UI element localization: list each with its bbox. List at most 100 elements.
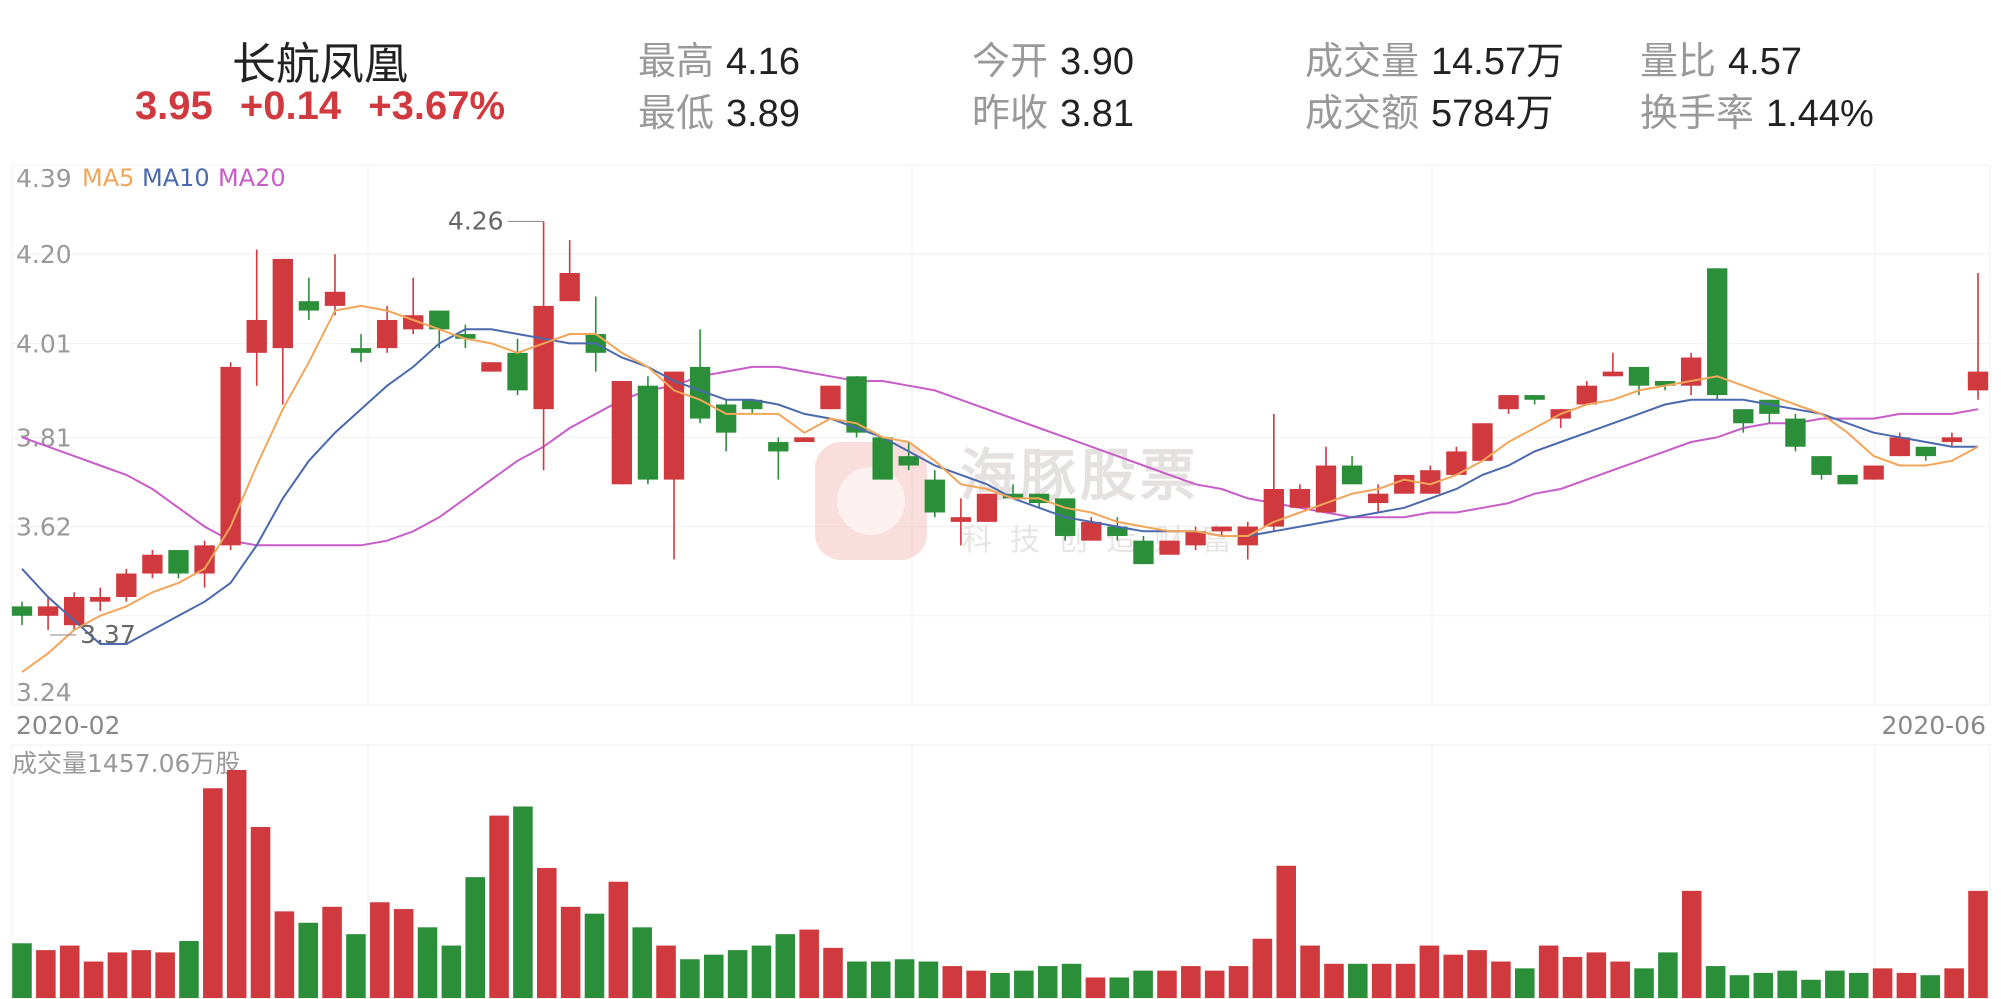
volume-bar [1586, 952, 1607, 998]
candle-body [37, 606, 59, 616]
candle [794, 437, 815, 443]
ma20-line [21, 365, 1979, 547]
candle-body [976, 493, 998, 522]
volume-bar [346, 934, 366, 998]
watermark-subtitle: 科技创造财富 [962, 523, 1250, 558]
candle [1420, 465, 1441, 494]
stat-label: 最高 [638, 39, 715, 83]
candle [376, 305, 398, 353]
y-tick-label: 4.01 [16, 329, 72, 358]
volume-bar [1801, 979, 1821, 998]
candle-body [1811, 456, 1832, 475]
candle [1133, 535, 1154, 565]
candle [1576, 381, 1597, 405]
candle-body [220, 366, 241, 546]
candle [1602, 352, 1624, 377]
candle [611, 381, 633, 485]
candle [1341, 456, 1363, 485]
candle [1863, 465, 1884, 480]
watermark-title: 海豚股票 [960, 444, 1200, 509]
candle-body [1602, 371, 1624, 377]
stat-open: 今开 3.90 [972, 30, 1134, 85]
volume-bar [1300, 945, 1320, 998]
candle [950, 498, 972, 546]
stat-label: 量比 [1640, 39, 1717, 83]
volume-bar [1419, 945, 1440, 998]
volume-bar [1061, 963, 1082, 998]
legend: MA5 MA10 MA20 [82, 164, 286, 192]
candle-body [794, 437, 815, 443]
candle [742, 399, 763, 414]
candle [1394, 474, 1415, 494]
volume-bar [703, 954, 724, 998]
y-tick-label: 4.39 [16, 164, 72, 193]
y-tick-label: 4.20 [16, 240, 72, 269]
volume-bar [226, 770, 247, 998]
volume-bar [823, 947, 843, 998]
max-marker-label: 4.26 [448, 206, 504, 235]
y-tick-label: 3.62 [16, 513, 72, 542]
watermark-logo-mark [837, 467, 905, 535]
candle [350, 334, 372, 363]
candle-body [1498, 395, 1519, 410]
volume-bar [1157, 970, 1177, 998]
candle [11, 601, 33, 626]
candle [1941, 432, 1963, 447]
volume-bar [179, 941, 199, 998]
volume-bar [966, 970, 986, 998]
candle-body [1289, 489, 1311, 508]
x-tick-label: 2020-06 [1882, 711, 1986, 740]
candle-body [350, 348, 372, 353]
candle-body [742, 399, 763, 410]
candle-body [663, 371, 685, 480]
volume-bar [1753, 972, 1774, 998]
legend-item: MA5 [82, 164, 134, 192]
candle [1263, 413, 1285, 532]
chart-grid [11, 164, 1991, 999]
watermark: 海豚股票 科技创造财富 [815, 442, 1250, 560]
candle-body [429, 310, 450, 330]
volume-layer: 成交量1457.06万股 [12, 749, 1988, 998]
stat-value: 1.44% [1766, 93, 1874, 135]
volume-bar [1538, 945, 1559, 998]
candle [246, 249, 267, 386]
candle-body [1915, 446, 1937, 457]
ma10-line [21, 328, 1978, 645]
candle-body [194, 545, 215, 574]
candle [1733, 409, 1754, 433]
volume-bar [1276, 865, 1297, 998]
stat-value: 3.89 [726, 93, 800, 135]
volume-bar [513, 806, 533, 998]
stat-value: 3.81 [1060, 93, 1134, 135]
candle [90, 587, 111, 612]
candle [1680, 352, 1702, 396]
candle-body [1785, 418, 1806, 447]
volume-bar [1848, 972, 1869, 998]
volume-bar [1610, 961, 1630, 998]
y-tick-label: 3.24 [16, 678, 72, 707]
stat-volume-ratio: 量比 4.57 [1640, 30, 1802, 85]
candle-body [924, 479, 945, 513]
ma-lines-layer [21, 304, 1979, 673]
candle [1785, 413, 1806, 452]
candle [924, 470, 945, 518]
volume-bar [608, 881, 629, 998]
volume-bar [1491, 961, 1511, 998]
volume-bar [1467, 950, 1487, 998]
candle [689, 329, 711, 424]
volume-bar [1348, 963, 1368, 998]
volume-bar [370, 902, 390, 998]
stat-label: 成交量 [1305, 39, 1420, 83]
candle-body [1759, 399, 1780, 414]
volume-bar [1109, 977, 1130, 998]
ma5-line [21, 304, 1979, 673]
candle [481, 362, 502, 372]
candle-body [689, 366, 711, 419]
candle-body [950, 517, 972, 522]
volume-bar [1014, 970, 1034, 998]
candle-body [11, 606, 33, 616]
candle [1811, 456, 1832, 480]
candle [37, 597, 59, 630]
price-change-pct: +3.67% [368, 84, 506, 128]
